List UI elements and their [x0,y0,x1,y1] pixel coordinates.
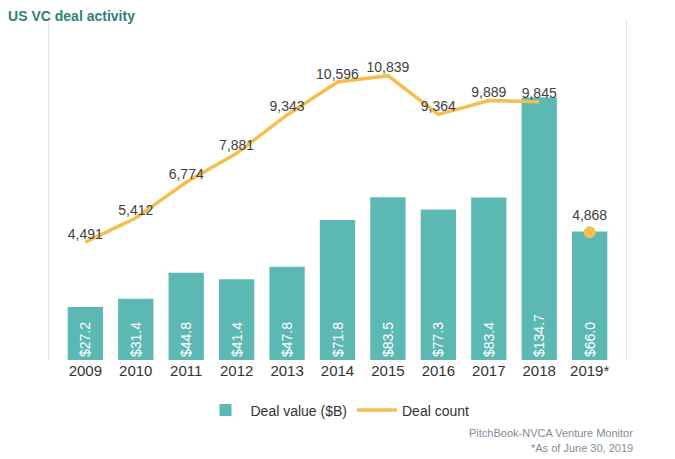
svg-text:2010: 2010 [119,362,152,379]
svg-text:$27.2: $27.2 [77,322,93,357]
svg-text:PitchBook-NVCA Venture Monitor: PitchBook-NVCA Venture Monitor [469,427,633,439]
svg-text:$71.8: $71.8 [330,322,346,357]
svg-text:$31.4: $31.4 [128,322,144,357]
svg-text:9,343: 9,343 [270,98,305,114]
svg-text:2018: 2018 [523,362,556,379]
svg-text:2016: 2016 [422,362,455,379]
svg-text:6,774: 6,774 [169,166,204,182]
svg-text:Deal value ($B): Deal value ($B) [251,403,348,419]
svg-text:$47.8: $47.8 [279,322,295,357]
svg-text:9,845: 9,845 [522,85,557,101]
svg-text:2014: 2014 [321,362,354,379]
svg-text:Deal count: Deal count [402,403,469,419]
svg-text:2017: 2017 [472,362,505,379]
svg-text:4,868: 4,868 [572,207,607,223]
svg-text:2012: 2012 [220,362,253,379]
svg-text:9,889: 9,889 [471,84,506,100]
svg-text:2011: 2011 [170,362,202,379]
svg-text:$134.7: $134.7 [531,314,547,357]
svg-text:10,839: 10,839 [367,59,410,75]
svg-text:US VC deal activity: US VC deal activity [8,8,135,24]
svg-text:10,596: 10,596 [316,66,359,82]
svg-text:2009: 2009 [69,362,102,379]
svg-text:4,491: 4,491 [68,226,103,242]
svg-text:$44.8: $44.8 [178,322,194,357]
svg-text:2013: 2013 [270,362,303,379]
svg-text:2019*: 2019* [570,362,609,379]
svg-text:$83.4: $83.4 [481,322,497,357]
svg-text:2015: 2015 [371,362,404,379]
svg-text:$66.0: $66.0 [582,322,598,357]
svg-text:5,412: 5,412 [118,202,153,218]
svg-text:$77.3: $77.3 [430,322,446,357]
svg-text:7,881: 7,881 [219,137,254,153]
svg-text:*As of June 30, 2019: *As of June 30, 2019 [531,442,633,454]
svg-text:$41.4: $41.4 [229,322,245,357]
svg-text:9,364: 9,364 [421,98,456,114]
svg-text:$83.5: $83.5 [380,322,396,357]
